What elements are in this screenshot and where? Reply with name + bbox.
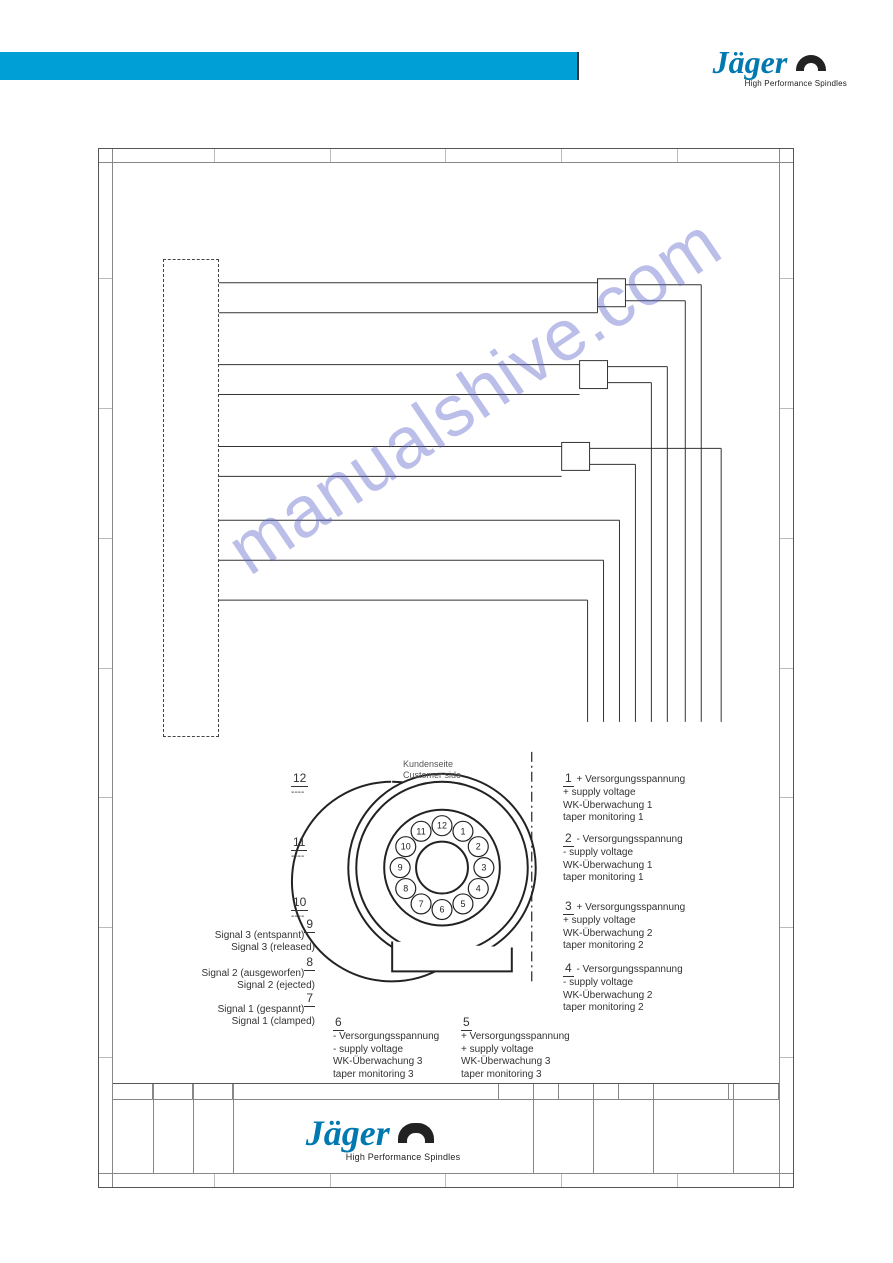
pin-9-l1: Signal 3 (released) <box>231 942 315 953</box>
svg-text:11: 11 <box>416 826 425 836</box>
pin-3-num: 3 <box>563 899 574 915</box>
pin-5-label: 5 + Versorgungsspannung + supply voltage… <box>461 1015 591 1081</box>
pin-1-label: 1 + Versorgungsspannung + supply voltage… <box>563 771 713 825</box>
brand-name: Jäger <box>713 44 788 81</box>
pin-7-label: 7 Signal 1 (gespannt) Signal 1 (clamped) <box>195 991 315 1029</box>
pin-5-l3: taper monitoring 3 <box>461 1069 542 1080</box>
frame-grid-left <box>99 149 113 1187</box>
pin-3-l2: WK-Überwachung 2 <box>563 928 652 939</box>
pin-6-num: 6 <box>333 1015 344 1031</box>
pin-5-l1: + supply voltage <box>461 1044 534 1055</box>
pin-1-l2: WK-Überwachung 1 <box>563 800 652 811</box>
svg-text:7: 7 <box>419 899 424 909</box>
pin-10-num: 10 <box>291 895 308 911</box>
connector-side-de: Kundenseite <box>403 759 461 770</box>
pin-4-l0: - Versorgungsspannung <box>576 964 682 975</box>
drawing-inner: 121234567891011 Kundenseite Customer sid… <box>113 163 779 1173</box>
pin-12-num: 12 <box>291 771 308 787</box>
pin-3-label: 3 + Versorgungsspannung + supply voltage… <box>563 899 713 953</box>
pin-6-l2: WK-Überwachung 3 <box>333 1056 422 1067</box>
svg-text:6: 6 <box>440 905 445 915</box>
brand-name-bottom: Jäger <box>306 1112 390 1154</box>
brand-arch-icon <box>796 55 826 71</box>
pin-6-l3: taper monitoring 3 <box>333 1069 414 1080</box>
title-block: Jäger High Performance Spindles <box>113 1083 779 1173</box>
svg-text:3: 3 <box>481 863 486 873</box>
svg-text:2: 2 <box>476 842 481 852</box>
pin-12-label: 12---- <box>291 771 308 800</box>
pin-6-l0: - Versorgungsspannung <box>333 1031 439 1042</box>
frame-grid-top <box>99 149 793 163</box>
pin-2-l1: - supply voltage <box>563 847 633 858</box>
pin-9-l0: Signal 3 (entspannt) <box>215 930 305 941</box>
pin-5-l2: WK-Überwachung 3 <box>461 1056 550 1067</box>
pin-6-l1: - supply voltage <box>333 1044 403 1055</box>
pin-4-l2: WK-Überwachung 2 <box>563 990 652 1001</box>
connector-side-en: Customer side <box>403 770 461 781</box>
pin-8-l0: Signal 2 (ausgeworfen) <box>201 968 304 979</box>
pin-8-l1: Signal 2 (ejected) <box>237 980 315 991</box>
brand-arch-icon-bottom <box>398 1123 434 1143</box>
pin-1-l1: + supply voltage <box>563 787 636 798</box>
terminal-block <box>163 259 219 737</box>
pin-2-label: 2 - Versorgungsspannung - supply voltage… <box>563 831 713 885</box>
pin-2-l3: taper monitoring 1 <box>563 872 644 883</box>
pin-4-num: 4 <box>563 961 574 977</box>
pin-3-l0: + Versorgungsspannung <box>576 902 685 913</box>
pin-5-l0: + Versorgungsspannung <box>461 1031 570 1042</box>
pin-7-num: 7 <box>304 991 315 1007</box>
pin-2-l2: WK-Überwachung 1 <box>563 860 652 871</box>
pin-3-l3: taper monitoring 2 <box>563 940 644 951</box>
pin-1-l3: taper monitoring 1 <box>563 812 644 823</box>
pin-2-l0: - Versorgungsspannung <box>576 834 682 845</box>
frame-grid-right <box>779 149 793 1187</box>
pin-8-label: 8 Signal 2 (ausgeworfen) Signal 2 (eject… <box>185 955 315 993</box>
connector-side-label: Kundenseite Customer side <box>403 759 461 781</box>
pin-6-label: 6 - Versorgungsspannung - supply voltage… <box>333 1015 463 1081</box>
pin-4-label: 4 - Versorgungsspannung - supply voltage… <box>563 961 713 1015</box>
svg-text:9: 9 <box>398 863 403 873</box>
pin-8-num: 8 <box>304 955 315 971</box>
svg-text:8: 8 <box>403 884 408 894</box>
logo-top: Jäger High Performance Spindles <box>713 44 847 88</box>
pin-10-label: 10---- <box>291 895 308 924</box>
pin-3-l1: + supply voltage <box>563 915 636 926</box>
pin-7-l1: Signal 1 (clamped) <box>232 1016 315 1027</box>
svg-text:4: 4 <box>476 884 481 894</box>
frame-grid-bottom <box>99 1173 793 1187</box>
pin-11-label: 11---- <box>291 835 307 864</box>
svg-text:1: 1 <box>460 826 465 836</box>
pin-4-l1: - supply voltage <box>563 977 633 988</box>
pin-7-l0: Signal 1 (gespannt) <box>218 1004 305 1015</box>
pin-1-num: 1 <box>563 771 574 787</box>
pin-1-l0: + Versorgungsspannung <box>576 774 685 785</box>
svg-text:5: 5 <box>460 899 465 909</box>
header-accent-bar <box>0 52 578 80</box>
svg-text:12: 12 <box>437 821 447 831</box>
pin-11-num: 11 <box>291 835 307 851</box>
drawing-frame: 121234567891011 Kundenseite Customer sid… <box>98 148 794 1188</box>
pin-2-num: 2 <box>563 831 574 847</box>
titleblock-logo: Jäger High Performance Spindles <box>233 1100 533 1173</box>
pin-4-l3: taper monitoring 2 <box>563 1002 644 1013</box>
svg-text:10: 10 <box>401 842 411 852</box>
